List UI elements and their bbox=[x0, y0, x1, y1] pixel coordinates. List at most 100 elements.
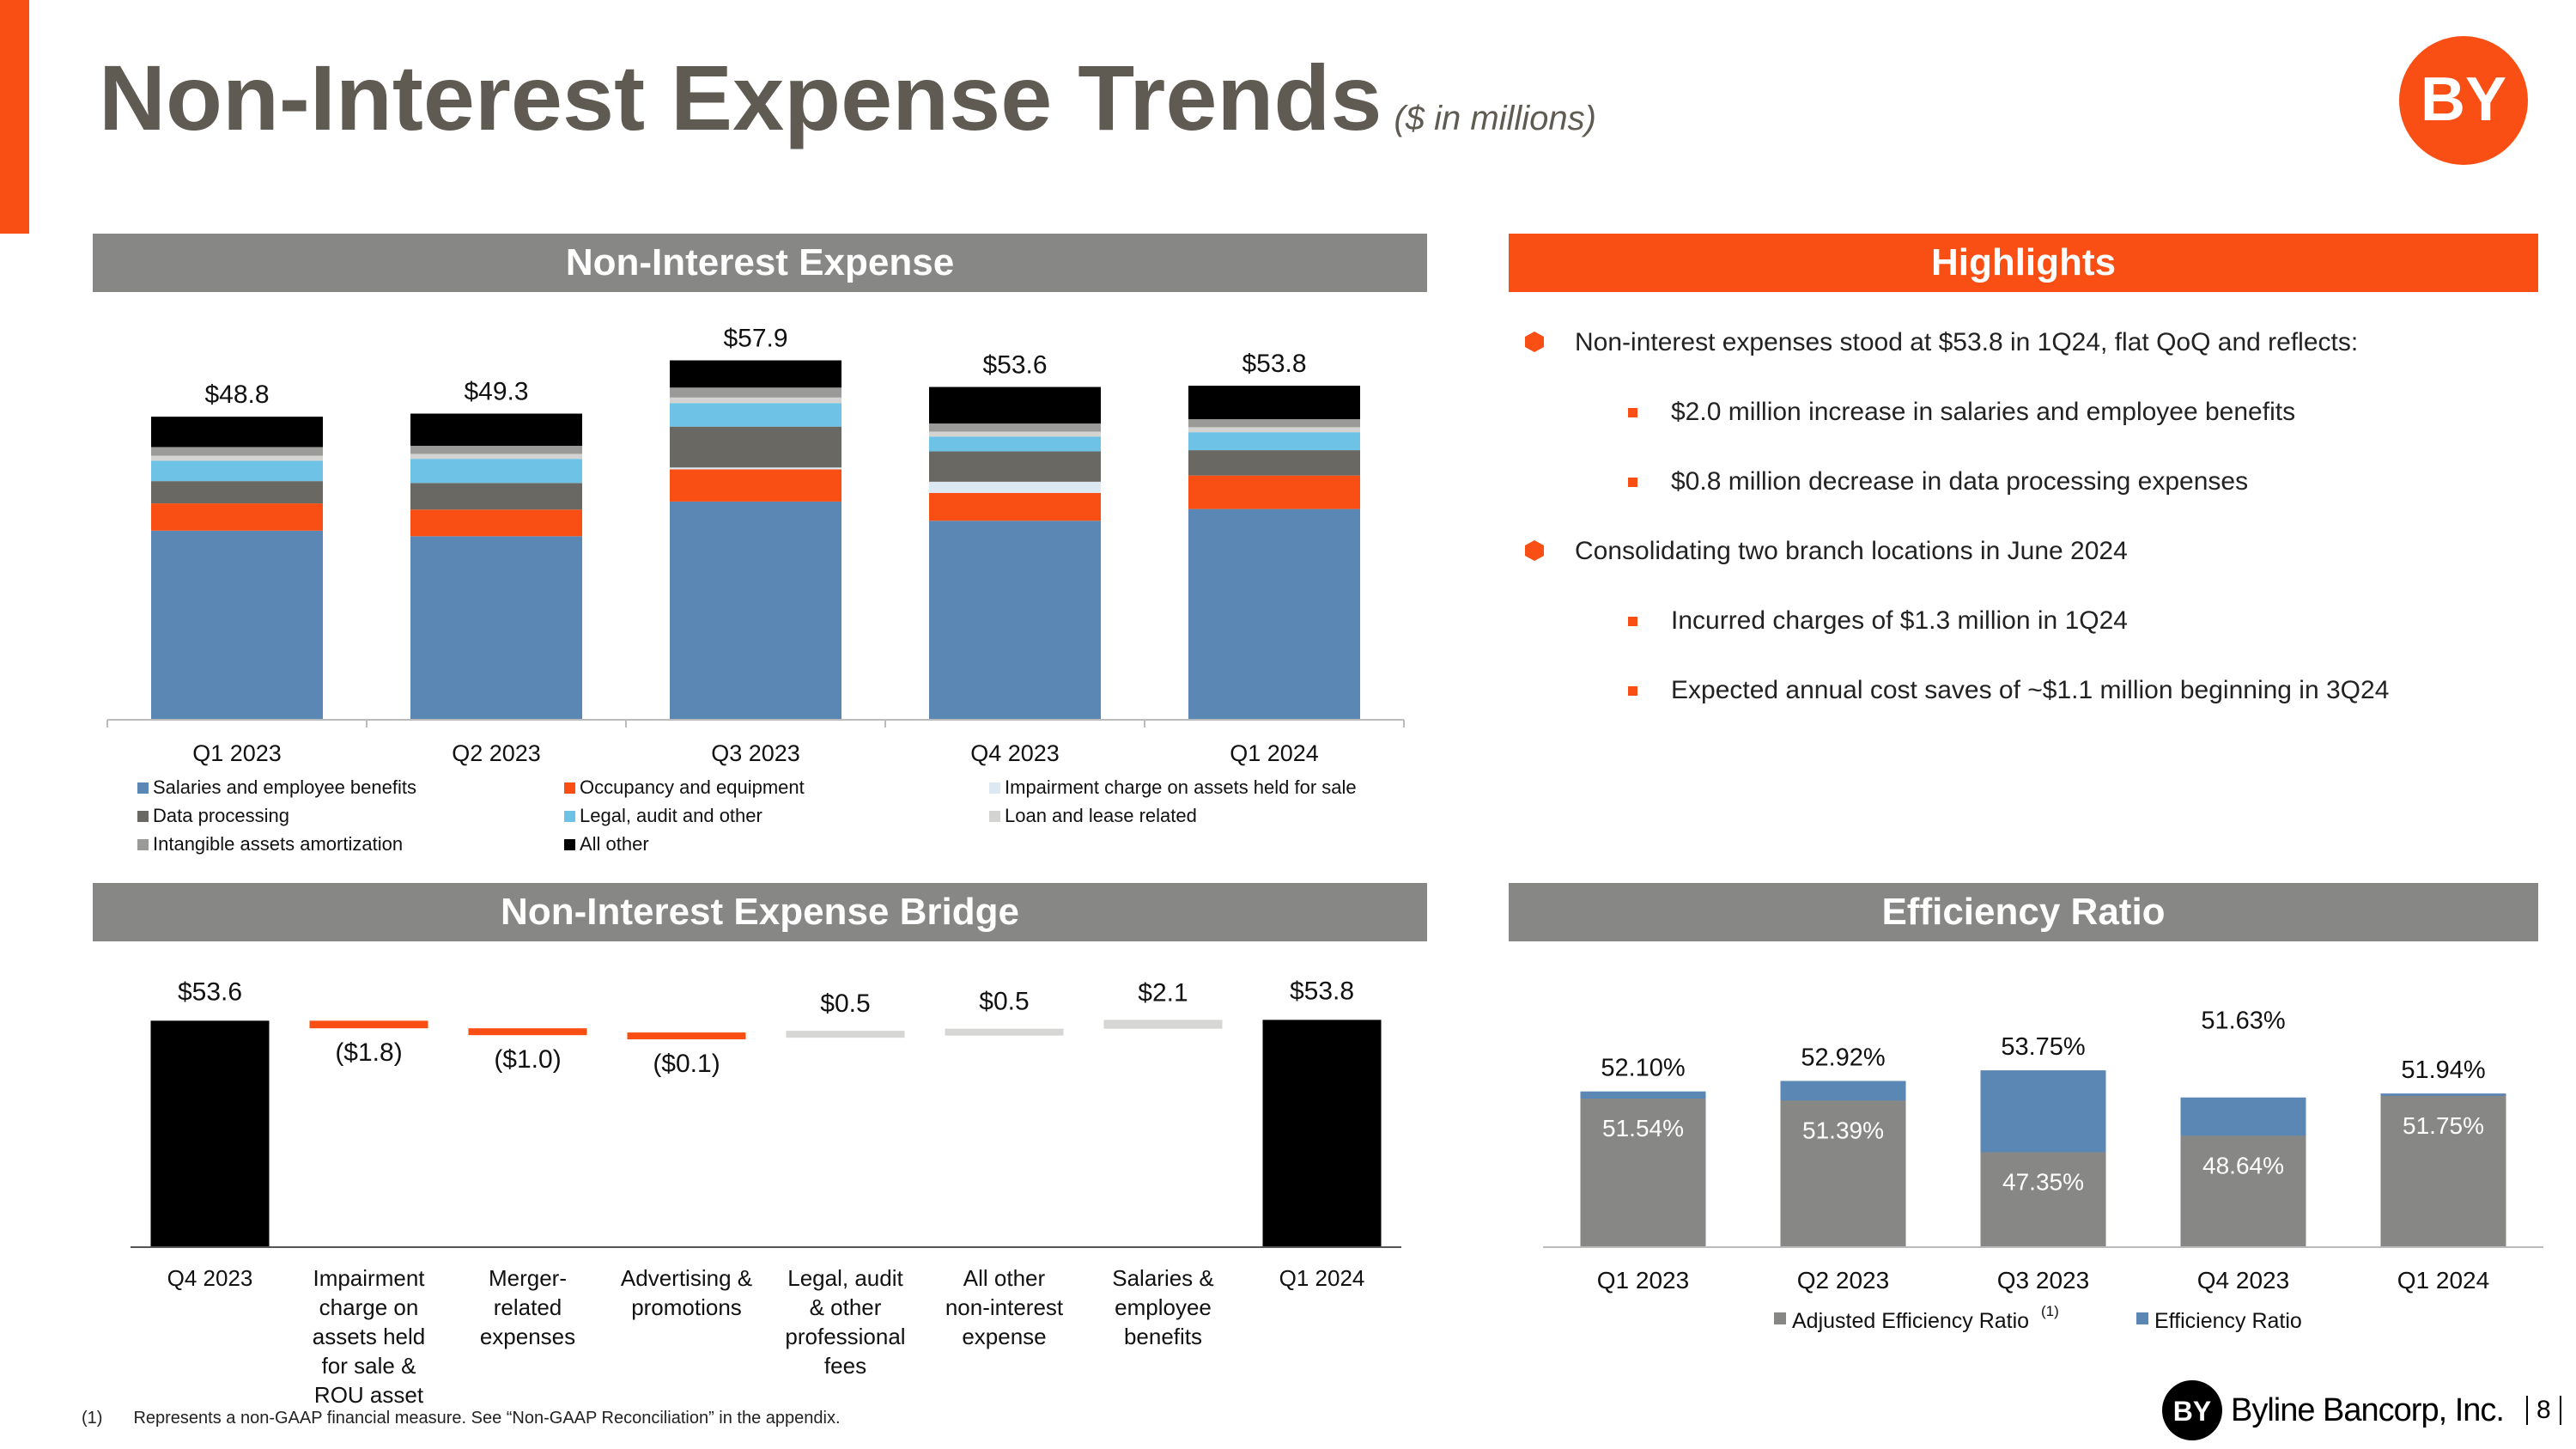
x-tick-label: assets held bbox=[313, 1324, 426, 1349]
x-tick-label: benefits bbox=[1124, 1324, 1202, 1349]
bar-segment bbox=[1188, 419, 1360, 428]
legend-swatch bbox=[564, 839, 575, 850]
bar-segment bbox=[410, 413, 582, 447]
legend-swatch bbox=[137, 782, 149, 794]
bar-segment bbox=[410, 446, 582, 454]
x-tick-label: Merger- bbox=[489, 1265, 567, 1291]
waterfall-value-label: $0.5 bbox=[820, 989, 870, 1018]
adjusted-value-label: 51.39% bbox=[1802, 1117, 1884, 1143]
legend-swatch bbox=[137, 839, 149, 850]
x-tick-label: Q2 2023 bbox=[1797, 1267, 1889, 1294]
x-tick-label: All other bbox=[963, 1265, 1046, 1291]
bar-segment bbox=[151, 447, 323, 456]
bar-segment bbox=[1188, 450, 1360, 476]
bar-segment bbox=[670, 397, 841, 404]
bar-segment bbox=[151, 460, 323, 482]
accent-bar bbox=[0, 0, 29, 234]
waterfall-value-label: ($0.1) bbox=[653, 1050, 720, 1078]
waterfall-value-label: $53.6 bbox=[178, 977, 242, 1006]
adjusted-value-label: 47.35% bbox=[2002, 1168, 2084, 1195]
x-tick-label: charge on bbox=[319, 1294, 419, 1320]
bar-segment bbox=[929, 481, 1101, 493]
bar-segment bbox=[670, 360, 841, 388]
legend-swatch bbox=[989, 811, 1000, 822]
bar-segment bbox=[670, 469, 841, 502]
section-header-efficiency-ratio: Efficiency Ratio bbox=[1509, 883, 2538, 941]
adjusted-value-label: 51.54% bbox=[1602, 1115, 1684, 1142]
non-interest-expense-chart: $48.8 Q1 2023 $49.3 Q2 2023 $57.9 Q3 2023 $53.… bbox=[106, 325, 1405, 855]
page-number: 8 bbox=[2525, 1396, 2561, 1425]
page-subtitle: ($ in millions) bbox=[1394, 100, 1596, 137]
highlight-item: Consolidating two branch locations in Ju… bbox=[1575, 537, 2128, 565]
x-tick-label: Advertising & bbox=[621, 1265, 752, 1291]
section-header-highlights: Highlights bbox=[1509, 234, 2538, 292]
efficiency-value-label: 51.63% bbox=[2201, 1008, 2285, 1035]
legend-label: Legal, audit and other bbox=[580, 805, 762, 826]
x-tick-label: Q4 2023 bbox=[167, 1265, 253, 1291]
waterfall-bar bbox=[150, 1020, 270, 1246]
legend-swatch bbox=[137, 811, 149, 822]
byline-logo-text: BY bbox=[2421, 65, 2506, 134]
x-tick-label: non-interest bbox=[945, 1294, 1064, 1320]
x-tick-label: Legal, audit bbox=[787, 1265, 903, 1291]
page-title-text: Non-Interest Expense Trends bbox=[99, 46, 1382, 149]
waterfall-bar bbox=[309, 1020, 428, 1029]
bar-segment bbox=[410, 536, 582, 719]
efficiency-value-label: 52.10% bbox=[1601, 1055, 1685, 1082]
waterfall-bar bbox=[1103, 1020, 1223, 1029]
adjusted-value-label: 51.75% bbox=[2403, 1112, 2484, 1139]
legend-swatch bbox=[2136, 1312, 2148, 1324]
x-tick-label: professional bbox=[785, 1324, 905, 1349]
legend-swatch bbox=[564, 782, 575, 794]
highlight-subitem: Expected annual cost saves of ~$1.1 mill… bbox=[1627, 676, 2390, 704]
footnote: (1) Represents a non-GAAP financial measu… bbox=[82, 1409, 841, 1428]
bar-segment bbox=[670, 501, 841, 719]
x-tick-label: related bbox=[494, 1294, 562, 1320]
efficiency-value-label: 51.94% bbox=[2401, 1056, 2485, 1084]
waterfall-value-label: ($1.8) bbox=[335, 1038, 402, 1067]
byline-logo-mark: BY bbox=[2421, 65, 2506, 134]
bar-segment bbox=[929, 431, 1101, 437]
bar-segment bbox=[410, 483, 582, 510]
waterfall-bar bbox=[468, 1028, 587, 1036]
adjusted-efficiency-bar bbox=[1580, 1099, 1706, 1246]
x-tick-label: ROU asset bbox=[314, 1382, 424, 1408]
x-tick-label: Impairment bbox=[313, 1265, 425, 1291]
x-tick-label: Q1 2023 bbox=[192, 740, 282, 766]
brand-logo-icon: BY bbox=[2162, 1380, 2222, 1440]
brand-footer: BY Byline Bancorp, Inc. 8 bbox=[2162, 1378, 2561, 1443]
x-tick-label: Q1 2024 bbox=[1230, 740, 1319, 766]
adjusted-efficiency-bar bbox=[2180, 1135, 2306, 1246]
x-tick-label: Q1 2023 bbox=[1597, 1267, 1689, 1294]
legend-swatch bbox=[989, 782, 1000, 794]
waterfall-value-label: $2.1 bbox=[1138, 978, 1188, 1007]
x-tick-label: expense bbox=[962, 1324, 1046, 1349]
page-title: Non-Interest Expense Trends ($ in million… bbox=[99, 46, 1596, 149]
efficiency-ratio-chart: 51.54% 52.10% Q1 2023 51.39% 52.92% Q2 2023 47… bbox=[1543, 1008, 2543, 1333]
x-tick-label: Salaries & bbox=[1112, 1265, 1214, 1291]
footnote-text: Represents a non-GAAP financial measure.… bbox=[133, 1409, 841, 1428]
legend-label: All other bbox=[580, 833, 649, 855]
waterfall-value-label: $0.5 bbox=[979, 988, 1029, 1016]
bar-segment bbox=[929, 492, 1101, 521]
legend-label: Data processing bbox=[153, 805, 289, 826]
x-tick-label: fees bbox=[824, 1353, 866, 1379]
bar-segment bbox=[929, 387, 1101, 424]
legend-label: Loan and lease related bbox=[1005, 805, 1197, 826]
bar-segment bbox=[929, 436, 1101, 452]
waterfall-bar bbox=[945, 1028, 1064, 1036]
bar-segment bbox=[1188, 508, 1360, 719]
waterfall-bar bbox=[786, 1031, 905, 1038]
adjusted-efficiency-bar bbox=[2380, 1095, 2506, 1246]
bar-segment bbox=[151, 503, 323, 531]
bar-segment bbox=[929, 423, 1101, 432]
bar-total-label: $53.6 bbox=[982, 351, 1047, 380]
bar-segment bbox=[670, 426, 841, 468]
legend-label: Efficiency Ratio bbox=[2154, 1309, 2302, 1333]
bar-total-label: $48.8 bbox=[204, 381, 269, 409]
legend-swatch bbox=[564, 811, 575, 822]
efficiency-value-label: 52.92% bbox=[1801, 1044, 1885, 1071]
legend-swatch bbox=[1774, 1312, 1786, 1324]
bar-segment bbox=[151, 455, 323, 461]
x-tick-label: promotions bbox=[631, 1294, 742, 1320]
